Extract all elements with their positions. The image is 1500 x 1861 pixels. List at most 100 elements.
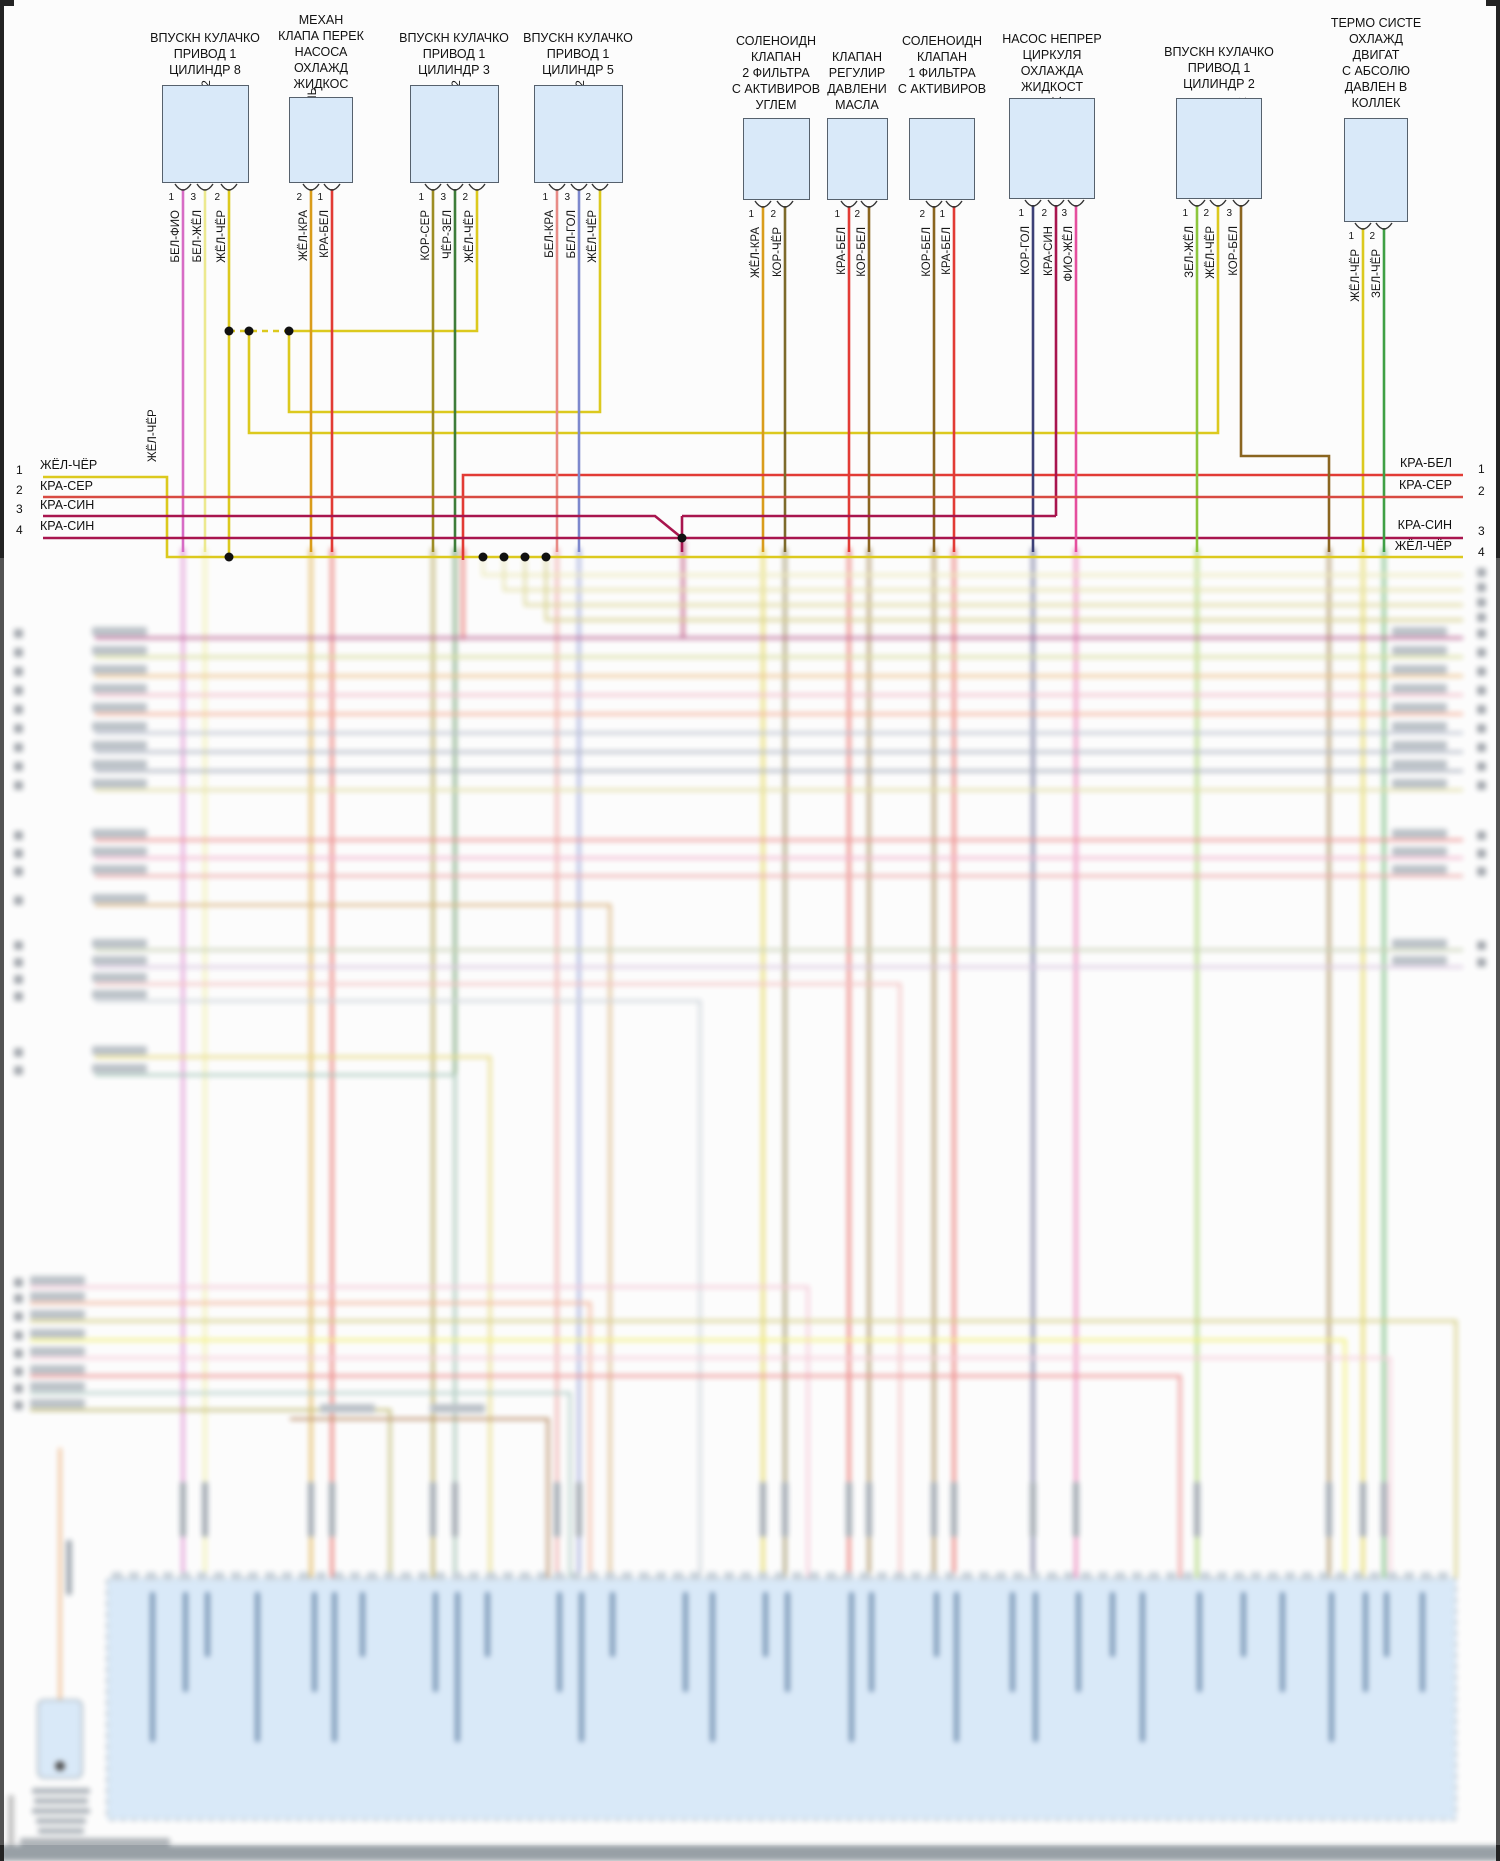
svg-text:ЗЕЛ-ЖЁЛ: ЗЕЛ-ЖЁЛ: [1184, 226, 1196, 278]
blurred-vertical-wires: [181, 540, 1386, 1578]
svg-text:3: 3: [1226, 208, 1232, 219]
svg-text:3: 3: [1061, 208, 1067, 219]
svg-text:1: 1: [317, 192, 323, 203]
page-border-right: [1496, 0, 1500, 1861]
component-box-intake-cam-cyl5: [534, 85, 623, 183]
svg-text:КРА-БЕЛ: КРА-БЕЛ: [941, 227, 953, 275]
svg-text:КРА-СИН: КРА-СИН: [1043, 226, 1055, 276]
right-bus-number: 2: [1478, 484, 1485, 498]
inline-wire-tag: ЖЁЛ-ЧЁР: [147, 409, 159, 462]
svg-text:ЖЁЛ-ЧЁР: ЖЁЛ-ЧЁР: [1350, 249, 1362, 302]
svg-text:2: 2: [214, 192, 220, 203]
left-bus-label: КРА-СЕР: [40, 479, 93, 493]
svg-text:1: 1: [542, 192, 548, 203]
svg-text:1: 1: [1348, 231, 1354, 242]
svg-text:2: 2: [770, 209, 776, 220]
svg-text:1: 1: [168, 192, 174, 203]
component-title: ВПУСКН КУЛАЧКО ПРИВОД 1 ЦИЛИНДР 3: [399, 31, 509, 77]
wire-kor-bel: [867, 205, 1331, 552]
svg-text:ЖЁЛ-ЧЁР: ЖЁЛ-ЧЁР: [464, 210, 476, 263]
svg-text:3: 3: [440, 192, 446, 203]
component-title: НАСОС НЕПРЕР ЦИРКУЛЯ ОХЛАЖДА ЖИДКОСТ: [1002, 32, 1102, 94]
svg-text:3: 3: [564, 192, 570, 203]
component-title: КЛАПАН РЕГУЛИР ДАВЛЕНИ МАСЛА: [827, 50, 887, 112]
svg-text:КОР-БЕЛ: КОР-БЕЛ: [921, 227, 933, 277]
component-title: ВПУСКН КУЛАЧКО ПРИВОД 1 ЦИЛИНДР 2: [1164, 45, 1274, 91]
svg-text:БЕЛ-ФИО: БЕЛ-ФИО: [170, 210, 182, 263]
svg-text:КОР-ГОЛ: КОР-ГОЛ: [1020, 226, 1032, 275]
right-bus-number: 4: [1478, 545, 1485, 559]
component-title: ТЕРМО СИСТЕ ОХЛАЖД ДВИГАТ С АБСОЛЮ ДАВЛЕ…: [1330, 16, 1422, 110]
svg-text:2: 2: [854, 209, 860, 220]
wire-code-labels: БЕЛ-ФИО БЕЛ-ЖЁЛ ЖЁЛ-ЧЁР ЖЁЛ-КРА КРА-БЕЛ …: [147, 210, 1383, 462]
svg-text:2: 2: [1203, 208, 1209, 219]
svg-text:ЗЕЛ-ЧЁР: ЗЕЛ-ЧЁР: [1371, 249, 1383, 298]
left-bus-number: 2: [16, 483, 23, 497]
svg-text:3: 3: [190, 192, 196, 203]
left-bus-label: КРА-СИН: [40, 498, 95, 512]
page-corner-mark-right: [1486, 0, 1500, 6]
wire-net-kra-sin: [43, 205, 1463, 552]
left-bus-label: ЖЁЛ-ЧЁР: [40, 458, 98, 472]
right-bus-label: КРА-СЕР: [1399, 478, 1452, 492]
svg-text:ЖЁЛ-ЧЁР: ЖЁЛ-ЧЁР: [587, 210, 599, 263]
svg-text:КОР-БЕЛ: КОР-БЕЛ: [1228, 226, 1240, 276]
svg-text:ЖЁЛ-ЧЁР: ЖЁЛ-ЧЁР: [1205, 226, 1217, 279]
svg-text:2: 2: [462, 192, 468, 203]
blurred-small-connector: [32, 1699, 90, 1834]
component-title: МЕХАН КЛАПА ПЕРЕК НАСОСА ОХЛАЖД ЖИДКОС: [278, 13, 364, 91]
junction-dots: [224, 326, 687, 562]
svg-text:ЖЁЛ-КРА: ЖЁЛ-КРА: [298, 210, 310, 261]
component-box-coolant-pump-valve: [289, 97, 353, 183]
component-box-oil-pressure-valve: [827, 118, 888, 200]
right-bus-label: КРА-БЕЛ: [1399, 456, 1452, 470]
svg-text:ЖЁЛ-ЧЁР: ЖЁЛ-ЧЁР: [216, 210, 228, 263]
pin-numbers: 1 3 2 2 1 1 3 2 1 3 2 1 2 1 2 2 1 1 2 3 …: [168, 192, 1375, 242]
svg-text:2: 2: [1369, 231, 1375, 242]
wire-zhel-kra: [309, 189, 765, 552]
svg-text:БЕЛ-ГОЛ: БЕЛ-ГОЛ: [566, 210, 578, 259]
component-box-intake-cam-cyl8: [162, 85, 249, 183]
right-bus-label: КРА-СИН: [1397, 518, 1452, 532]
component-box-carbon-filter-valve-1: [909, 118, 975, 200]
page-corner-mark-left: [0, 0, 14, 6]
svg-text:БЕЛ-КРА: БЕЛ-КРА: [544, 210, 556, 258]
wire-kra-bel: [330, 189, 1463, 560]
svg-text:ФИО-ЖЁЛ: ФИО-ЖЁЛ: [1063, 226, 1075, 282]
svg-text:2: 2: [585, 192, 591, 203]
right-bus-number: 3: [1478, 524, 1485, 538]
svg-text:1: 1: [748, 209, 754, 220]
blurred-bus-taps: [481, 557, 1463, 622]
component-title: ВПУСКН КУЛАЧКО ПРИВОД 1 ЦИЛИНДР 5: [523, 31, 633, 77]
svg-text:2: 2: [296, 192, 302, 203]
svg-text:КРА-БЕЛ: КРА-БЕЛ: [319, 210, 331, 258]
right-bus-number: 1: [1478, 462, 1485, 476]
svg-text:1: 1: [418, 192, 424, 203]
svg-text:2: 2: [919, 209, 925, 220]
left-bus-number: 3: [16, 502, 23, 516]
blurred-control-module: [106, 1572, 1457, 1821]
component-box-coolant-circulation-pump: [1009, 98, 1095, 199]
component-box-carbon-filter-valve-2: [743, 118, 810, 200]
page-border-left: [0, 0, 4, 1861]
svg-text:1: 1: [834, 209, 840, 220]
component-box-engine-thermo-map: [1344, 118, 1408, 222]
svg-text:1: 1: [1182, 208, 1188, 219]
left-bus-number: 1: [16, 463, 23, 477]
svg-text:КОР-СЕР: КОР-СЕР: [420, 210, 432, 261]
right-bus-label: ЖЁЛ-ЧЁР: [1394, 539, 1452, 553]
left-bus-label: КРА-СИН: [40, 519, 95, 533]
blur-wash-overlay: [0, 558, 1500, 1845]
svg-text:КРА-БЕЛ: КРА-БЕЛ: [836, 227, 848, 275]
svg-text:ЖЁЛ-КРА: ЖЁЛ-КРА: [750, 227, 762, 278]
component-title: СОЛЕНОИДН КЛАПАН 1 ФИЛЬТРА С АКТИВИРОВ: [897, 34, 987, 96]
svg-text:КОР-БЕЛ: КОР-БЕЛ: [856, 227, 868, 277]
svg-text:1: 1: [939, 209, 945, 220]
svg-text:КОР-ЧЁР: КОР-ЧЁР: [772, 227, 784, 277]
page-bottom-band: [0, 1845, 1500, 1861]
component-title: ВПУСКН КУЛАЧКО ПРИВОД 1 ЦИЛИНДР 8: [150, 31, 260, 77]
svg-text:ЧЁР-ЗЕЛ: ЧЁР-ЗЕЛ: [442, 210, 454, 259]
component-box-intake-cam-cyl2: [1176, 98, 1262, 199]
svg-text:1: 1: [1018, 208, 1024, 219]
